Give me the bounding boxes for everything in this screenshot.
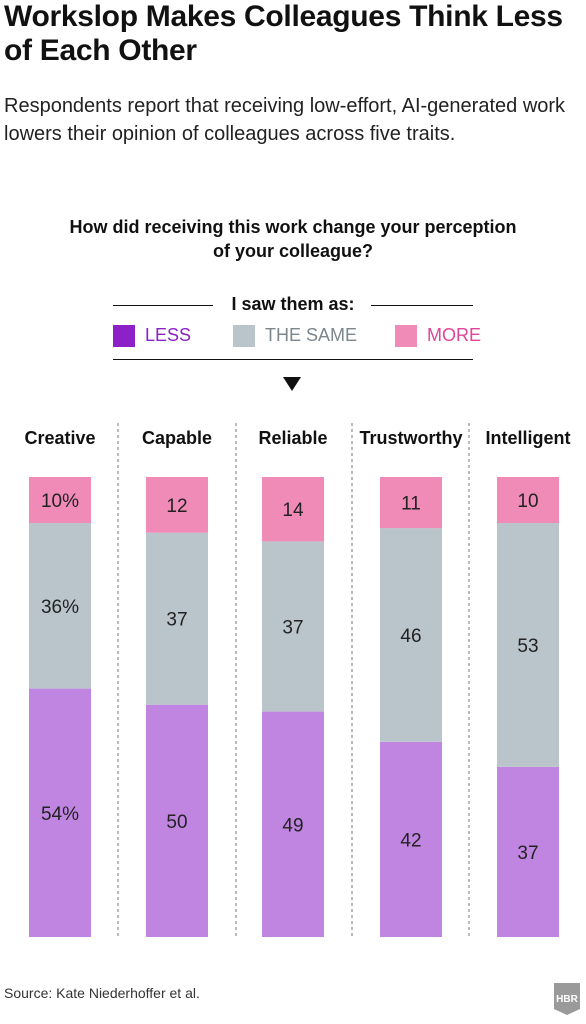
- data-label-less-capable: 50: [166, 812, 187, 833]
- category-label-reliable: Reliable: [258, 428, 327, 448]
- data-label-the-same-creative: 36%: [41, 597, 79, 618]
- legend-heading-rule-left: [113, 305, 213, 306]
- legend-swatch-more: [395, 325, 417, 347]
- bar-segment-the-same-creative: [29, 523, 91, 689]
- bar-segment-the-same-trustworthy: [380, 528, 442, 742]
- hbr-logo: HBR: [554, 983, 580, 1015]
- bar-segment-less-intelligent: [497, 766, 559, 937]
- chart-subtitle: Respondents report that receiving low-ef…: [4, 95, 566, 145]
- survey-question: How did receiving this work change your …: [69, 217, 517, 261]
- legend-label-more: MORE: [427, 325, 481, 345]
- legend: LESS THE SAME MORE: [113, 323, 481, 349]
- data-label-the-same-capable: 37: [166, 610, 187, 631]
- bar-segment-less-reliable: [262, 711, 324, 937]
- legend-swatch-less: [113, 325, 135, 347]
- legend-heading: I saw them as:: [113, 292, 473, 318]
- data-label-less-reliable: 49: [282, 815, 303, 836]
- bar-segment-more-reliable: [262, 477, 324, 542]
- category-label-intelligent: Intelligent: [486, 428, 571, 448]
- source-note: Source: Kate Niederhoffer et al.: [4, 985, 200, 1001]
- data-label-the-same-reliable: 37: [282, 618, 303, 639]
- bar-segment-less-creative: [29, 688, 91, 937]
- category-label-trustworthy: Trustworthy: [359, 428, 462, 448]
- bar-segment-the-same-capable: [146, 532, 208, 705]
- hbr-logo-text: HBR: [556, 994, 578, 1005]
- data-label-more-trustworthy: 11: [401, 494, 421, 515]
- legend-heading-text: I saw them as:: [231, 294, 355, 314]
- bar-segment-the-same-reliable: [262, 541, 324, 712]
- down-arrow-icon: [283, 377, 301, 391]
- bar-segment-less-trustworthy: [380, 741, 442, 937]
- bar-segment-more-capable: [146, 477, 208, 533]
- data-label-more-intelligent: 10: [517, 491, 538, 512]
- data-label-less-creative: 54%: [41, 804, 79, 825]
- category-label-capable: Capable: [142, 428, 212, 448]
- bar-segment-less-capable: [146, 704, 208, 937]
- legend-rule-bottom: [113, 359, 473, 360]
- stacked-bar-chart: Creative 54% 36% 10% Capable 50 37 12 Reliable 49…: [24, 423, 571, 937]
- legend-heading-rule-right: [371, 305, 473, 306]
- legend-label-less: LESS: [145, 325, 192, 345]
- data-label-less-intelligent: 37: [517, 843, 538, 864]
- bar-segment-more-intelligent: [497, 477, 559, 523]
- data-label-more-capable: 12: [166, 496, 187, 517]
- bar-segment-more-creative: [29, 477, 91, 523]
- bar-segment-the-same-intelligent: [497, 523, 559, 767]
- data-label-the-same-intelligent: 53: [517, 636, 538, 657]
- data-label-the-same-trustworthy: 46: [400, 626, 421, 647]
- data-label-more-reliable: 14: [282, 500, 304, 521]
- data-label-more-creative: 10%: [41, 491, 79, 512]
- data-label-less-trustworthy: 42: [400, 830, 421, 851]
- bar-segment-more-trustworthy: [380, 477, 442, 529]
- chart-title: Workslop Makes Colleagues Think Less of …: [4, 0, 563, 67]
- category-label-creative: Creative: [24, 428, 95, 448]
- legend-label-same: THE SAME: [265, 325, 358, 345]
- legend-swatch-same: [233, 325, 255, 347]
